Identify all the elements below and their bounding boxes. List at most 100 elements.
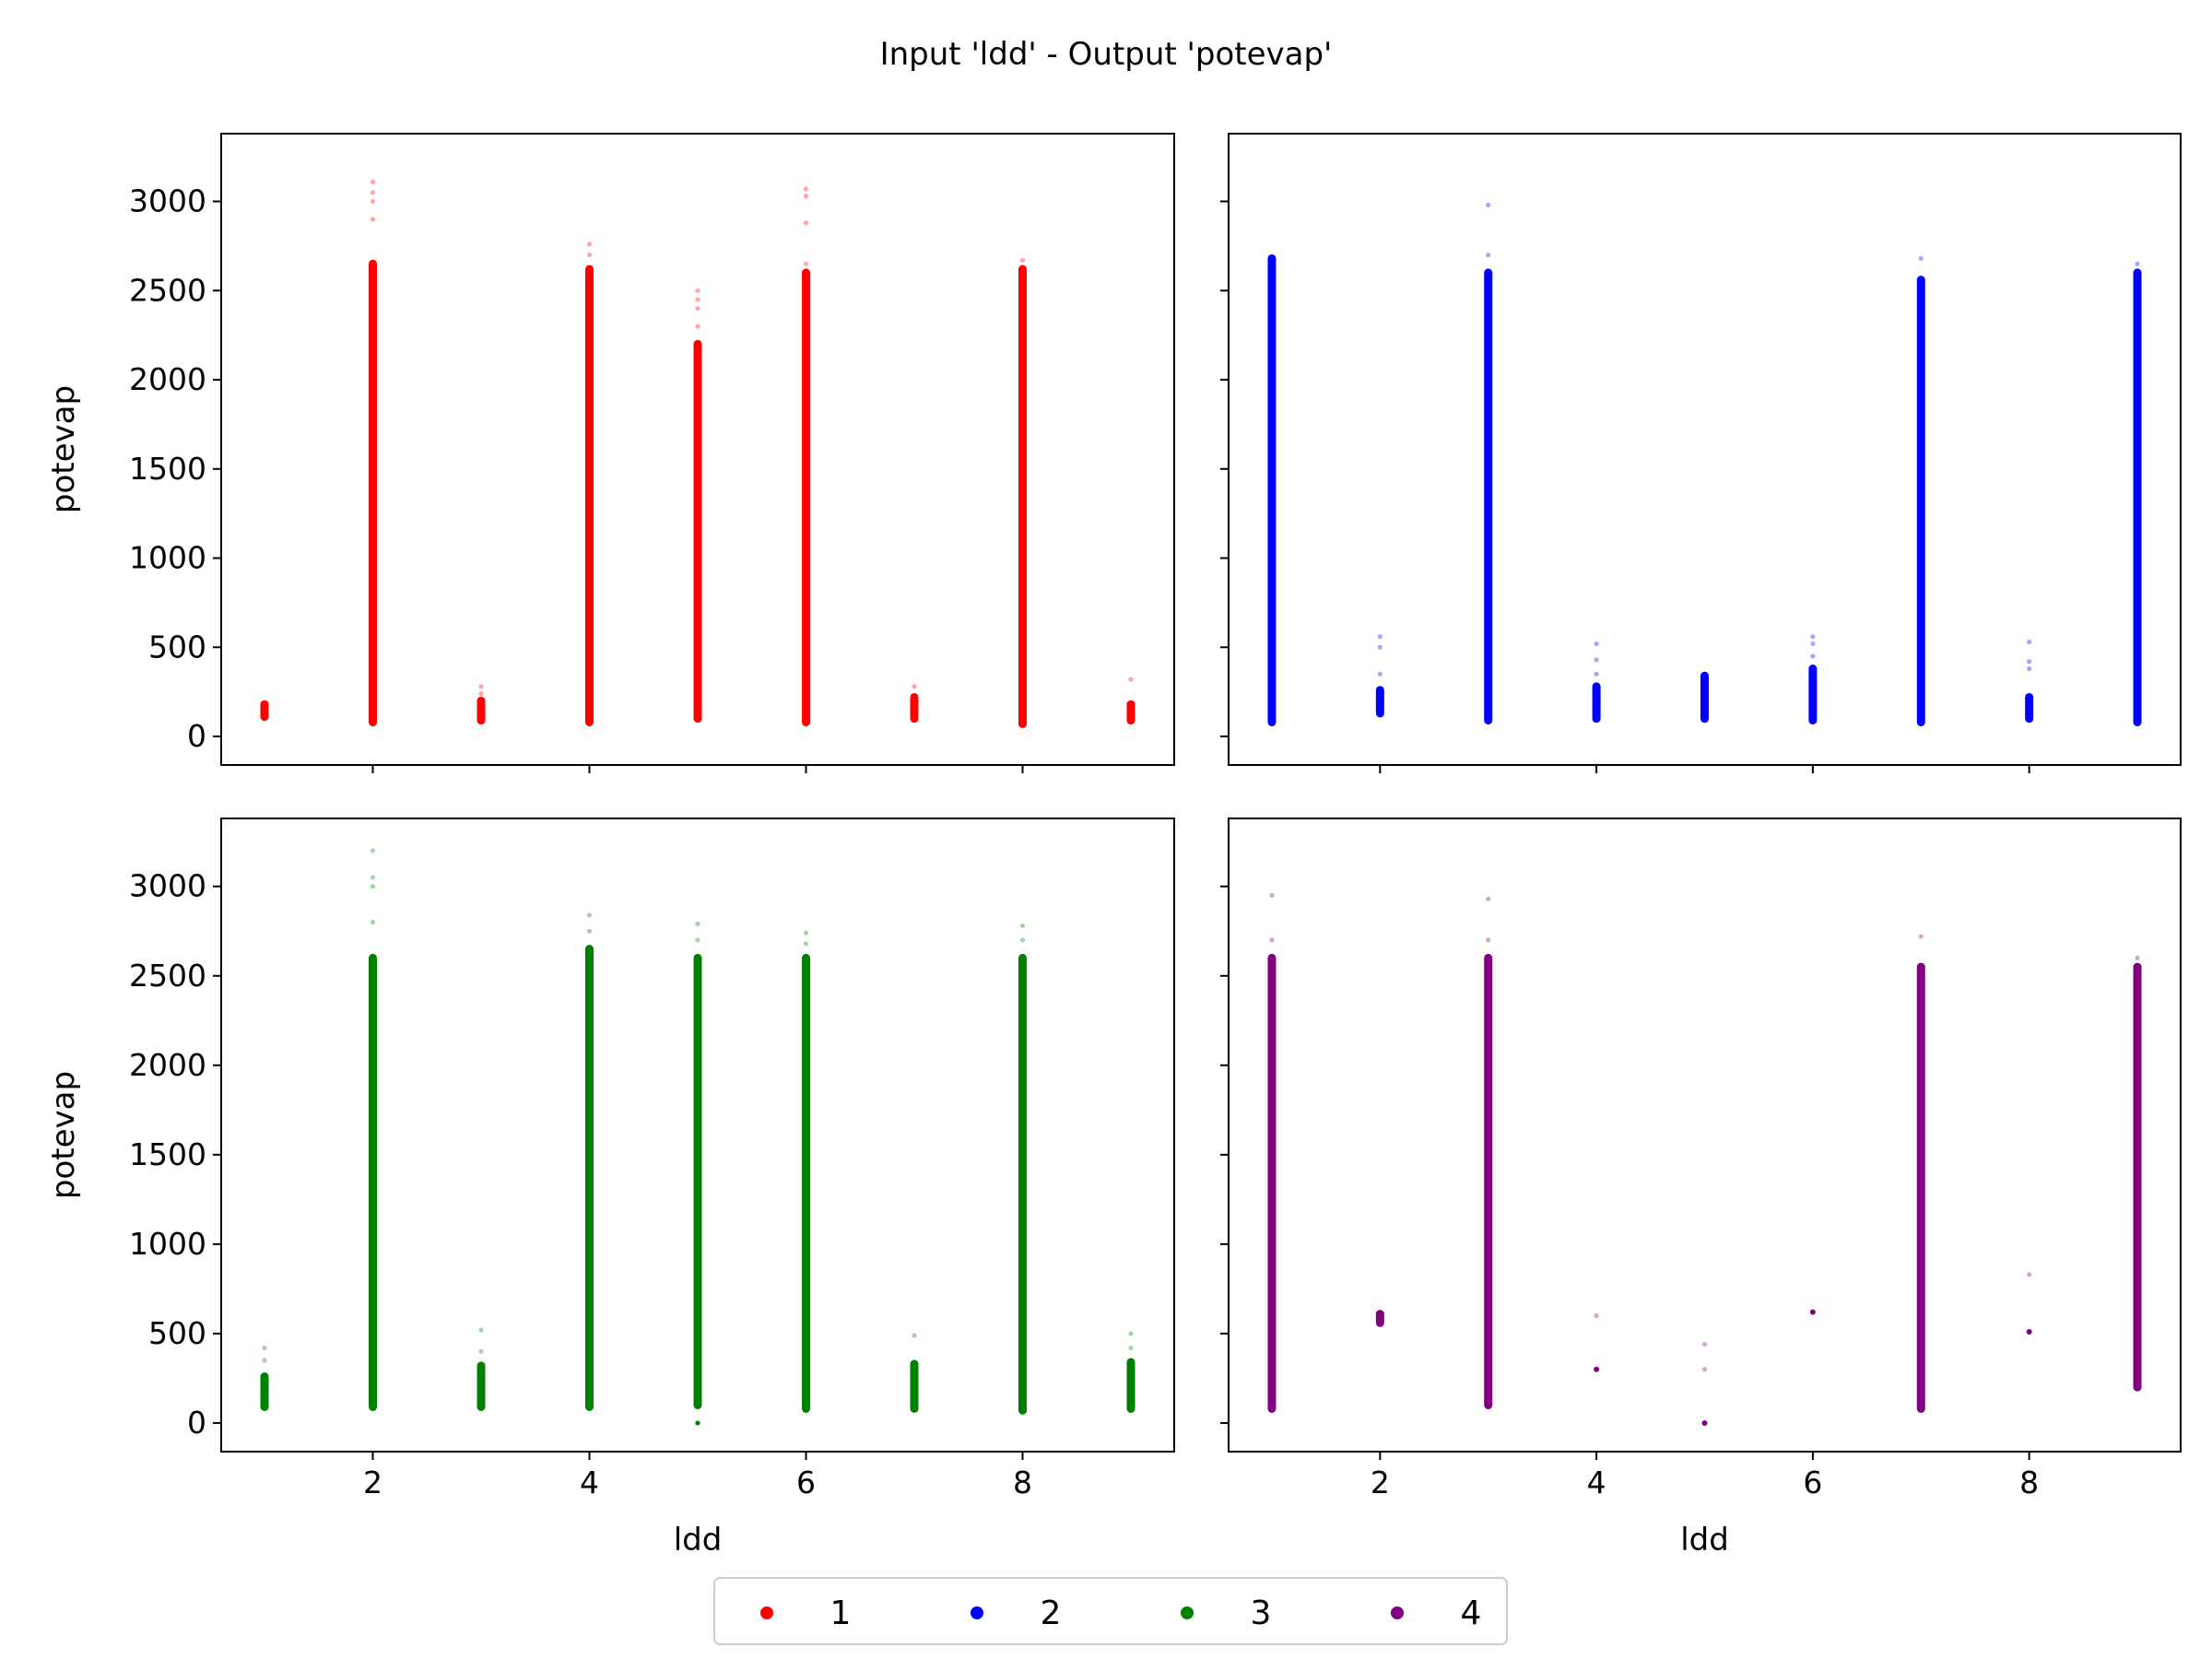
data-point — [1485, 269, 1491, 276]
x-axis-label: ldd — [1680, 1522, 1729, 1559]
data-column-x9 — [1126, 677, 1135, 725]
y-tick-label: 0 — [187, 1405, 206, 1441]
data-point — [1019, 937, 1026, 943]
data-point — [1810, 653, 1816, 659]
data-point — [803, 194, 809, 199]
data-point — [1269, 892, 1275, 899]
data-point — [803, 269, 809, 276]
data-point — [1594, 1366, 1600, 1372]
data-column-x4 — [1592, 641, 1601, 724]
legend-entry-4: 4 — [1391, 1594, 1481, 1632]
data-column-x6 — [802, 930, 810, 1413]
x-tick-label: 8 — [2019, 1465, 2039, 1500]
data-point — [370, 875, 376, 880]
data-column-x6 — [1809, 1309, 1816, 1315]
data-point — [1019, 955, 1026, 961]
data-point — [370, 884, 376, 889]
data-point — [262, 1358, 267, 1363]
data-column-x2 — [369, 179, 377, 727]
data-point — [1810, 634, 1816, 640]
data-point — [1019, 266, 1026, 273]
data-point — [478, 1348, 484, 1354]
axes-frame — [1228, 818, 2182, 1453]
data-column-x7 — [1916, 255, 1925, 727]
data-point — [262, 701, 267, 708]
data-point — [695, 955, 700, 961]
data-point — [1594, 683, 1600, 689]
data-point — [1701, 1419, 1708, 1426]
y-axis-label: potevap — [45, 1071, 82, 1199]
data-column-x3 — [1484, 202, 1493, 725]
data-point — [370, 261, 376, 267]
data-point — [1377, 634, 1382, 640]
legend-marker — [971, 1606, 983, 1619]
data-column-x1 — [260, 1345, 269, 1411]
data-point — [2027, 639, 2032, 645]
data-point — [1128, 1359, 1134, 1365]
y-tick-label: 2500 — [129, 958, 206, 994]
data-point — [1918, 964, 1924, 971]
data-point — [1019, 257, 1026, 263]
data-point — [586, 946, 593, 952]
data-column-x8 — [2025, 639, 2034, 724]
subplot-top-left: 0 500 1000 1500 2000 2500 3000 potevap — [45, 133, 1175, 773]
data-point — [370, 919, 376, 925]
x-tick-label: 2 — [363, 1465, 382, 1500]
data-column-x4 — [585, 912, 594, 1411]
legend-label: 1 — [830, 1594, 852, 1632]
data-point — [1486, 202, 1491, 208]
data-column-x6 — [1808, 634, 1818, 725]
data-point — [803, 955, 809, 961]
data-point — [370, 190, 376, 195]
data-point — [1377, 1311, 1383, 1317]
data-point — [912, 684, 917, 689]
data-point — [1701, 1367, 1708, 1372]
data-point — [1128, 677, 1134, 682]
data-point — [586, 241, 593, 247]
data-column-x3 — [477, 1327, 486, 1411]
data-column-x1 — [1267, 253, 1277, 727]
data-column-x7 — [910, 684, 919, 724]
y-tick-label: 0 — [187, 718, 206, 754]
legend-label: 4 — [1461, 1594, 1482, 1632]
data-point — [370, 848, 376, 853]
data-point — [1019, 923, 1026, 929]
y-tick-label: 2000 — [129, 1047, 206, 1083]
data-point — [1594, 671, 1599, 677]
data-point — [912, 1333, 917, 1338]
data-point — [695, 921, 700, 927]
data-column-x5 — [1700, 671, 1709, 724]
subplot-top-right — [1220, 133, 2182, 773]
data-point — [2027, 659, 2032, 665]
data-point — [695, 341, 700, 347]
x-axis-label: ldd — [674, 1522, 723, 1559]
data-column-x9 — [2133, 955, 2142, 1392]
data-point — [803, 941, 809, 947]
axes-frame — [220, 133, 1175, 766]
y-tick-label: 2500 — [129, 272, 206, 308]
y-tick-label: 1500 — [129, 451, 206, 487]
data-column-x1 — [1267, 892, 1277, 1413]
y-axis-label: potevap — [45, 385, 82, 513]
x-tick-label: 4 — [1587, 1465, 1606, 1500]
data-point — [1377, 671, 1382, 677]
plot-area — [1229, 134, 2181, 765]
data-point — [1268, 255, 1275, 262]
y-tick-label: 1000 — [129, 540, 206, 576]
subplot-bottom-right: 2 4 6 8 ldd — [1220, 818, 2182, 1559]
data-point — [1128, 701, 1134, 708]
data-point — [1918, 255, 1924, 262]
data-point — [1701, 1341, 1708, 1347]
data-point — [1810, 641, 1816, 647]
x-tick-label: 4 — [580, 1465, 599, 1500]
legend-entry-1: 1 — [760, 1594, 851, 1632]
data-point — [912, 694, 917, 700]
data-point — [370, 198, 376, 205]
legend-label: 3 — [1251, 1594, 1272, 1632]
data-column-x3 — [1484, 896, 1493, 1410]
data-point — [1128, 1345, 1134, 1351]
data-point — [695, 1420, 700, 1426]
x-tick-label: 6 — [1803, 1465, 1822, 1500]
data-column-x9 — [2133, 261, 2142, 727]
